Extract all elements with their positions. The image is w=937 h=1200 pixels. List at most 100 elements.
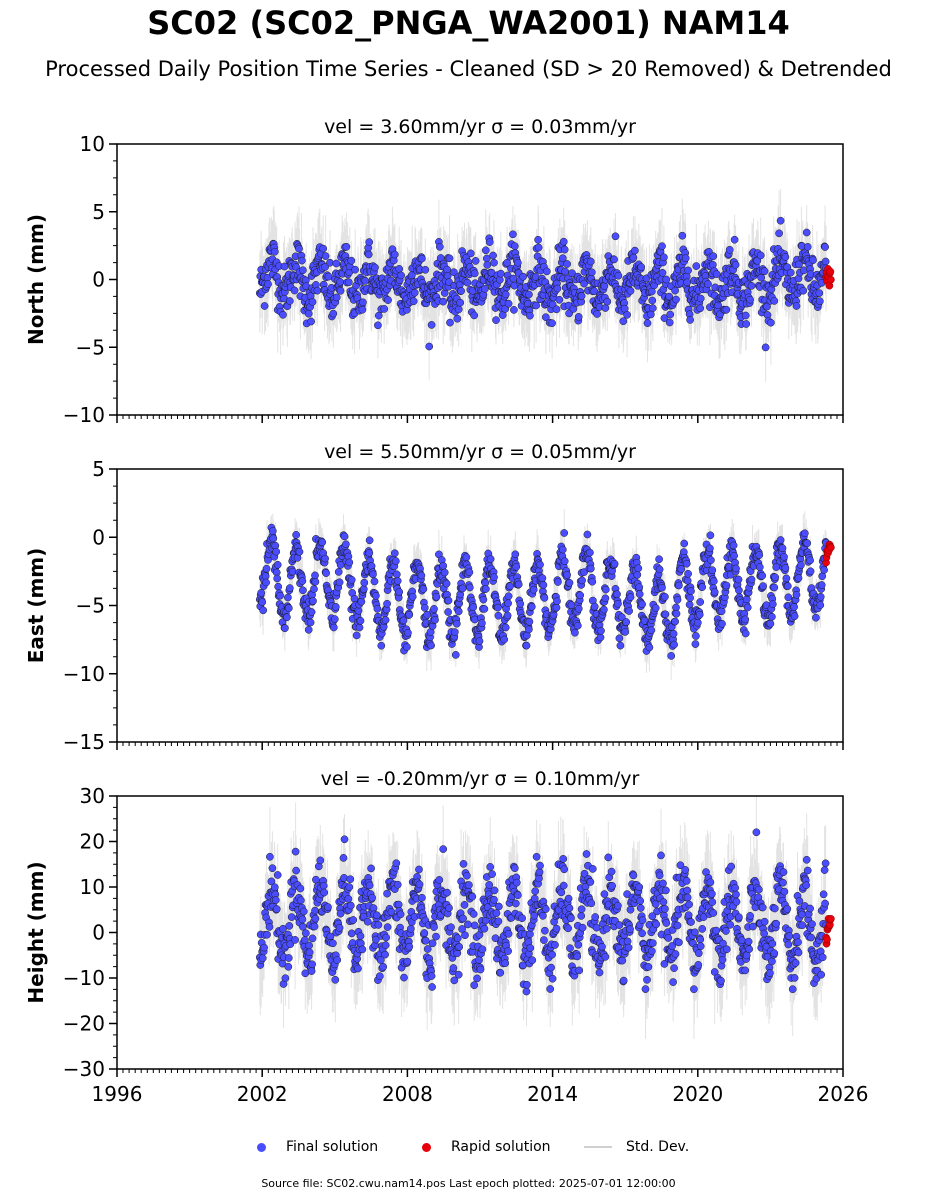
final-point [534, 243, 543, 252]
final-point [260, 943, 268, 952]
final-point [320, 888, 329, 897]
final-point [367, 864, 375, 873]
final-point [301, 929, 310, 938]
final-point [821, 859, 830, 868]
final-point [258, 598, 267, 607]
final-point [665, 318, 674, 327]
page-title: SC02 (SC02_PNGA_WA2001) NAM14 [147, 4, 790, 42]
final-point [269, 534, 278, 543]
final-point [590, 602, 599, 611]
final-point [377, 641, 386, 650]
final-point [331, 603, 340, 611]
final-point [313, 286, 322, 295]
final-point [465, 881, 473, 889]
final-point [322, 569, 330, 577]
final-point [492, 316, 500, 324]
final-point [478, 945, 487, 954]
final-point [469, 910, 478, 918]
final-point [265, 923, 274, 931]
final-point [432, 932, 440, 941]
final-point [365, 881, 374, 890]
final-point [419, 585, 428, 593]
final-point [758, 571, 767, 580]
final-point [583, 530, 592, 539]
final-point [742, 595, 751, 604]
final-point [617, 613, 626, 622]
final-point [710, 588, 719, 596]
final-point [790, 974, 799, 982]
final-point [541, 905, 550, 913]
final-point [321, 263, 329, 271]
final-point [802, 881, 811, 890]
final-point [660, 253, 668, 262]
final-point [638, 929, 646, 938]
final-point [578, 923, 587, 932]
final-point [559, 881, 568, 890]
final-point [783, 905, 792, 913]
final-point [470, 269, 479, 278]
final-point [675, 581, 683, 590]
final-point [318, 538, 327, 547]
final-point [695, 610, 704, 619]
panel-2-data [255, 796, 835, 1039]
final-point [372, 935, 380, 944]
final-point [752, 828, 761, 837]
final-point [821, 243, 829, 251]
y-axis-label: North (mm) [24, 214, 48, 345]
final-point [283, 613, 291, 622]
final-point [692, 632, 700, 640]
final-point [431, 616, 439, 624]
final-point [305, 948, 314, 957]
final-point [525, 617, 534, 626]
final-point [794, 574, 803, 582]
final-point [734, 575, 743, 584]
final-point [307, 317, 315, 326]
final-point [494, 611, 503, 620]
final-point [525, 625, 533, 634]
final-point [535, 874, 543, 883]
rapid-point [826, 267, 835, 276]
final-point [404, 628, 412, 637]
final-point [565, 904, 574, 913]
final-point [384, 296, 392, 304]
final-point [593, 310, 601, 318]
final-point [648, 939, 657, 947]
final-point [766, 969, 774, 977]
final-point [427, 321, 436, 329]
final-point [510, 306, 518, 314]
final-point [779, 878, 787, 887]
final-point [347, 256, 356, 265]
final-point [316, 856, 325, 865]
final-point [744, 937, 753, 946]
x-tick-label: 2014 [527, 1082, 578, 1106]
final-point [559, 237, 568, 246]
final-point [644, 963, 653, 971]
final-point [480, 924, 489, 933]
page-subtitle: Processed Daily Position Time Series - C… [45, 57, 892, 81]
final-point [552, 603, 561, 612]
final-point [285, 584, 294, 592]
final-point [415, 880, 424, 889]
final-point [268, 527, 277, 535]
final-point [735, 913, 743, 922]
final-point [440, 568, 449, 577]
final-point [670, 640, 678, 649]
final-point [668, 942, 676, 950]
final-point [661, 905, 669, 913]
final-point [263, 930, 271, 939]
final-point [279, 924, 287, 933]
final-point [809, 256, 817, 265]
final-point [672, 295, 680, 304]
final-point [365, 238, 374, 246]
final-point [285, 297, 294, 305]
final-point [677, 565, 686, 573]
final-point [262, 564, 271, 573]
final-point [509, 274, 518, 283]
final-point [494, 917, 503, 926]
final-point [391, 557, 400, 565]
final-point [799, 286, 808, 295]
panel-0: −10 −5 0 5 10 vel = 3.60mm/yr σ = 0.03mm/yr No… [24, 116, 844, 427]
panel-title: vel = -0.20mm/yr σ = 0.10mm/yr [321, 768, 640, 790]
final-point [664, 934, 673, 942]
final-point [395, 265, 404, 273]
